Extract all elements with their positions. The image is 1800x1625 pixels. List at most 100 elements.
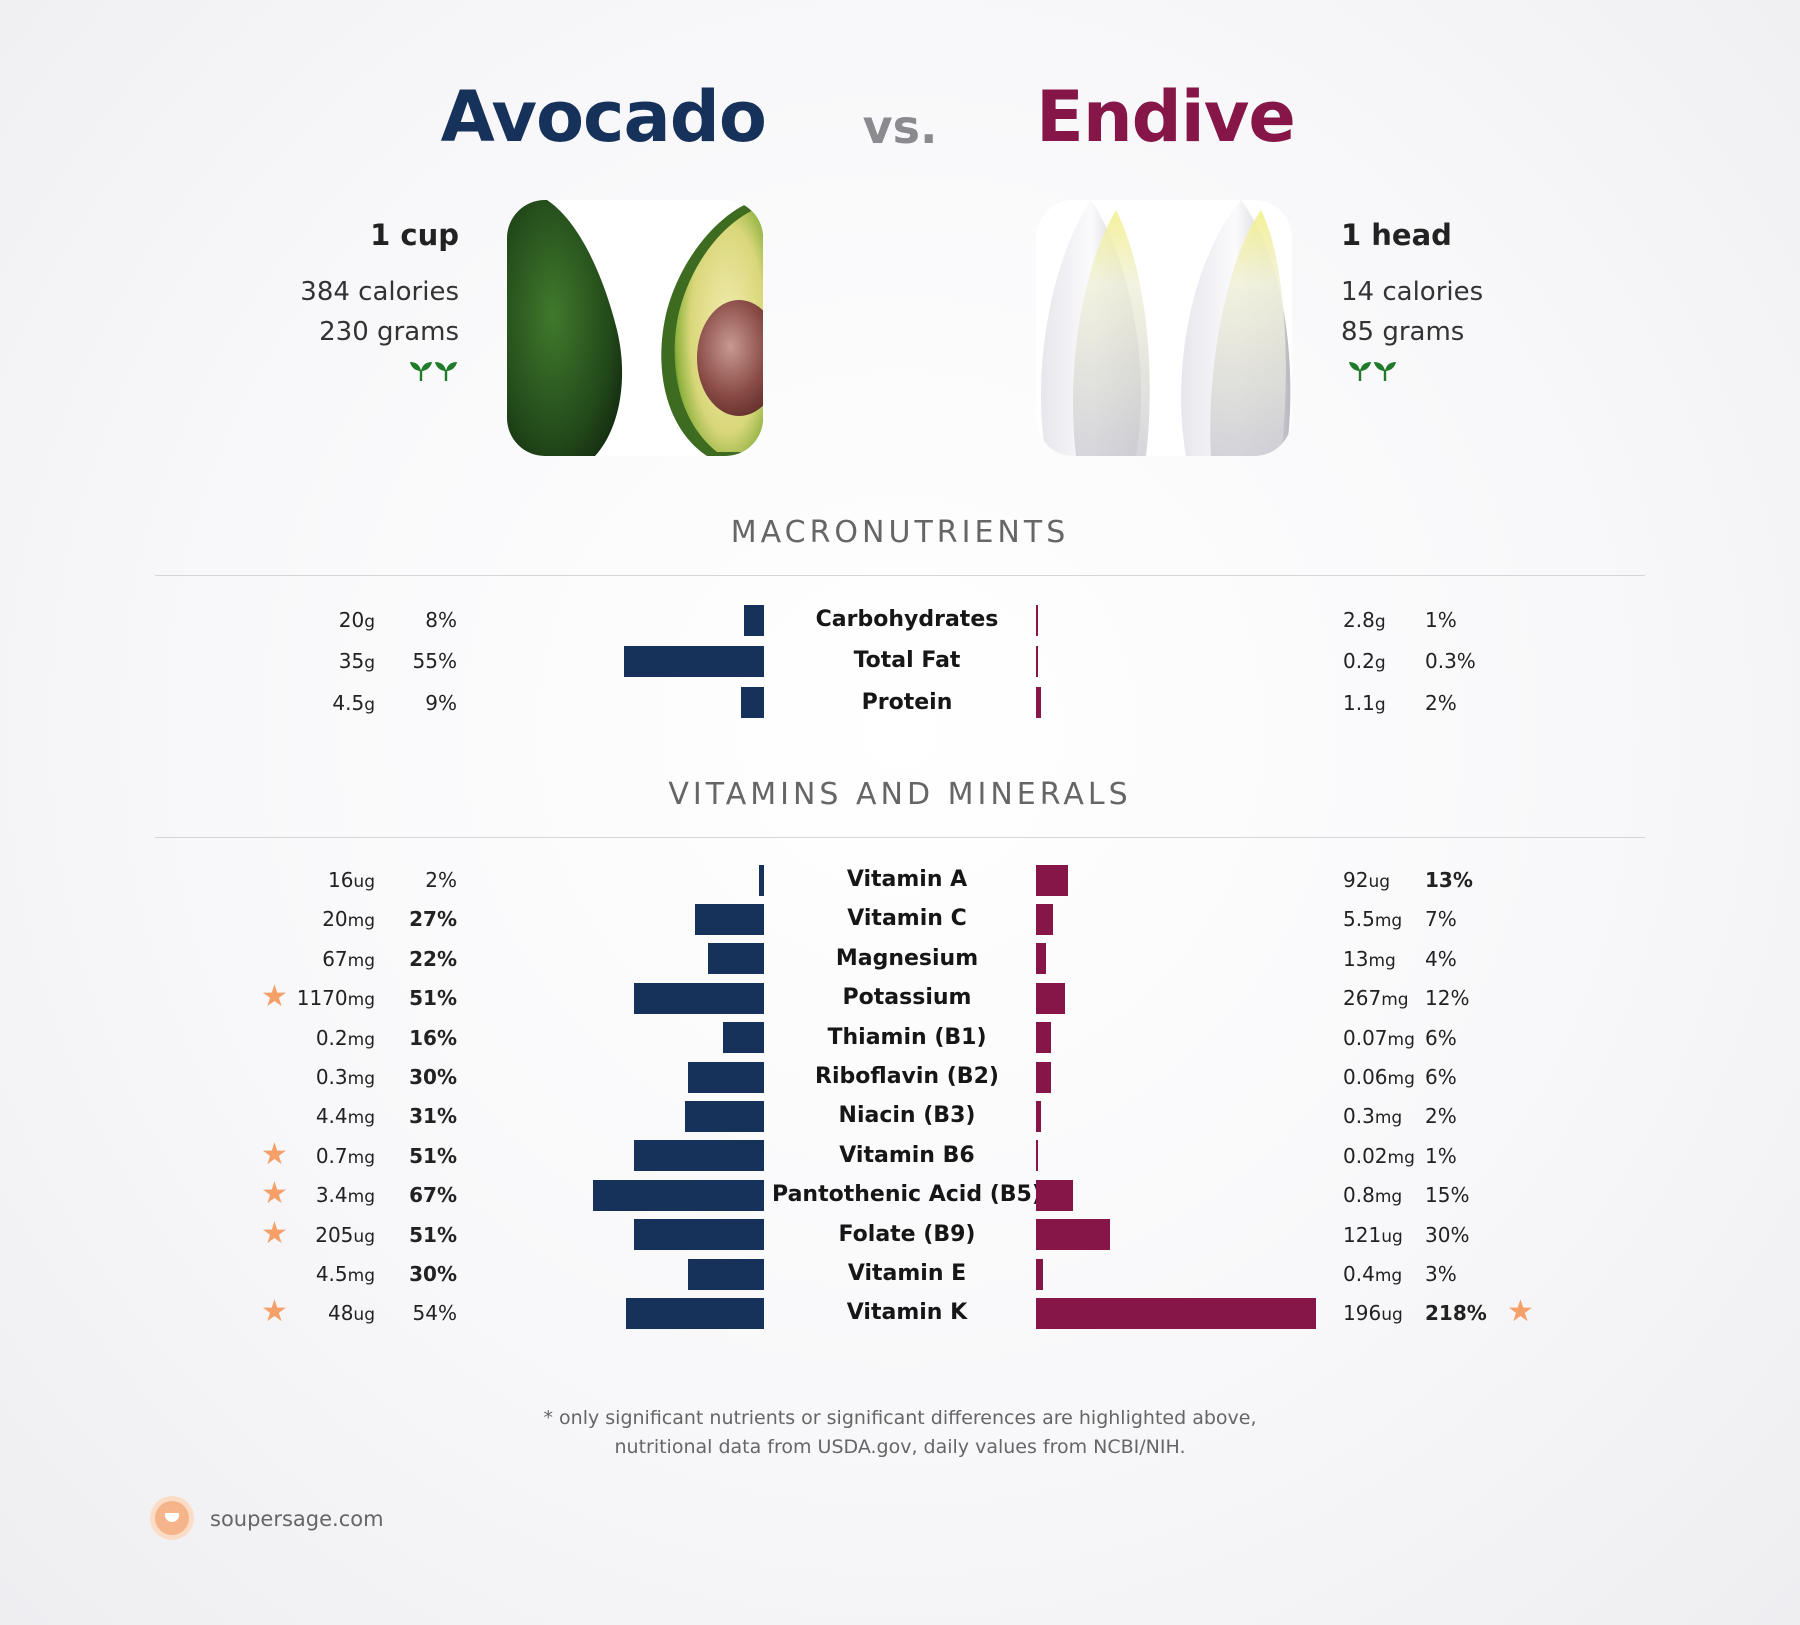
right-bar <box>1036 982 1066 1014</box>
right-amount: 0.07mg <box>1343 1028 1415 1049</box>
sprout-icon <box>1349 362 1396 381</box>
amount-unit: ug <box>353 872 375 892</box>
left-amount: 48ug <box>328 1303 375 1324</box>
amount-unit: mg <box>347 990 375 1011</box>
left-sprout-icons <box>159 360 459 387</box>
left-amount: 4.5mg <box>316 1264 375 1285</box>
amount-unit: ug <box>353 1226 375 1247</box>
right-bar <box>1036 1022 1051 1054</box>
left-percent: 30% <box>409 1065 457 1089</box>
left-bar <box>743 604 764 636</box>
left-percent: 16% <box>409 1025 457 1050</box>
amount-unit: mg <box>347 911 375 932</box>
right-amount: 0.06mg <box>1343 1067 1415 1088</box>
right-bar <box>1036 1179 1073 1211</box>
left-food-title: Avocado <box>440 76 767 158</box>
amount-unit: g <box>1374 653 1386 674</box>
right-bar <box>1036 943 1046 975</box>
left-bar <box>687 1061 764 1093</box>
left-calories: 384 calories <box>300 277 459 307</box>
amount-value: 0.06 <box>1343 1065 1388 1089</box>
left-amount: 205ug <box>315 1225 375 1246</box>
amount-value: 0.3 <box>315 1065 348 1089</box>
amount-value: 0.7 <box>315 1143 348 1168</box>
nutrient-label: Niacin (B3) <box>838 1103 976 1129</box>
amount-unit: mg <box>347 1187 375 1208</box>
nutrient-label: Riboflavin (B2) <box>815 1064 999 1089</box>
right-calories: 14 calories <box>1341 277 1484 307</box>
amount-unit: mg <box>1374 1108 1403 1129</box>
nutrient-label: Vitamin A <box>846 867 968 892</box>
amount-value: 1170 <box>296 986 348 1011</box>
amount-value: 196 <box>1343 1301 1382 1326</box>
right-serving: 1 head <box>1341 218 1452 252</box>
left-bar <box>633 982 764 1014</box>
footnote: * only significant nutrients or signific… <box>0 1404 1800 1462</box>
amount-value: 0.2 <box>1343 649 1375 674</box>
right-percent: 6% <box>1425 1065 1457 1089</box>
right-percent: 1% <box>1425 608 1457 632</box>
amount-unit: mg <box>1387 1069 1415 1089</box>
nutrient-label: Potassium <box>842 985 972 1011</box>
amount-unit: g <box>364 694 375 715</box>
amount-value: 92 <box>1343 868 1369 892</box>
right-amount: 0.4mg <box>1343 1264 1402 1285</box>
amount-unit: mg <box>347 1029 375 1050</box>
nutrient-label: Pantothenic Acid (B5) <box>772 1182 1042 1208</box>
left-percent: 51% <box>409 986 457 1011</box>
right-amount: 121ug <box>1343 1225 1403 1246</box>
amount-value: 0.07 <box>1343 1025 1388 1050</box>
right-amount: 13mg <box>1343 949 1396 970</box>
endive-image <box>1036 200 1292 456</box>
amount-unit: mg <box>347 950 375 971</box>
right-percent: 0.3% <box>1425 649 1476 674</box>
footnote-line-1: * only significant nutrients or signific… <box>543 1407 1257 1429</box>
left-bar <box>593 1179 764 1211</box>
nutrient-label: Vitamin K <box>846 1300 968 1326</box>
right-bar <box>1036 864 1068 896</box>
amount-value: 35 <box>338 649 365 674</box>
left-percent: 31% <box>409 1104 457 1129</box>
left-percent: 30% <box>409 1262 457 1286</box>
left-amount: 16ug <box>328 870 375 891</box>
right-percent: 6% <box>1425 1025 1457 1050</box>
right-bar <box>1036 1140 1039 1172</box>
amount-unit: mg <box>1374 1266 1403 1286</box>
right-amount: 0.3mg <box>1343 1106 1402 1127</box>
nutrient-label: Vitamin E <box>847 1261 967 1286</box>
amount-value: 1.1 <box>1343 690 1375 715</box>
amount-value: 267 <box>1343 986 1382 1011</box>
star-icon: ★ <box>261 1176 288 1212</box>
amount-value: 48 <box>327 1301 354 1326</box>
left-bar <box>633 1219 764 1251</box>
left-amount: 0.2mg <box>316 1028 375 1049</box>
right-amount: 2.8g <box>1343 610 1386 631</box>
left-bar <box>695 903 764 935</box>
amount-unit: ug <box>1381 1226 1403 1247</box>
amount-unit: mg <box>1374 911 1403 932</box>
amount-value: 0.4 <box>1343 1262 1375 1286</box>
left-bar <box>723 1022 764 1054</box>
sprout-icon <box>410 362 457 381</box>
star-icon: ★ <box>261 1136 288 1172</box>
amount-unit: g <box>364 612 375 632</box>
right-percent: 15% <box>1425 1183 1470 1208</box>
left-bar <box>707 943 764 975</box>
right-bar <box>1036 1061 1051 1093</box>
amount-value: 20 <box>338 608 365 632</box>
left-amount: 3.4mg <box>316 1185 375 1206</box>
amount-unit: ug <box>353 1305 375 1326</box>
nutrient-label: Vitamin B6 <box>839 1142 975 1168</box>
vitamins-divider <box>155 837 1645 838</box>
right-bar <box>1036 1100 1041 1132</box>
nutrient-label: Folate (B9) <box>838 1221 976 1247</box>
amount-unit: mg <box>1387 1147 1415 1168</box>
right-bar <box>1036 604 1039 636</box>
star-icon: ★ <box>261 1294 288 1330</box>
star-icon: ★ <box>1507 1294 1534 1330</box>
nutrient-label: Carbohydrates <box>815 607 999 632</box>
amount-value: 4.5 <box>332 690 365 715</box>
brand-link[interactable]: soupersage.com <box>210 1507 384 1531</box>
amount-value: 16 <box>327 868 354 892</box>
left-bar <box>623 645 764 677</box>
